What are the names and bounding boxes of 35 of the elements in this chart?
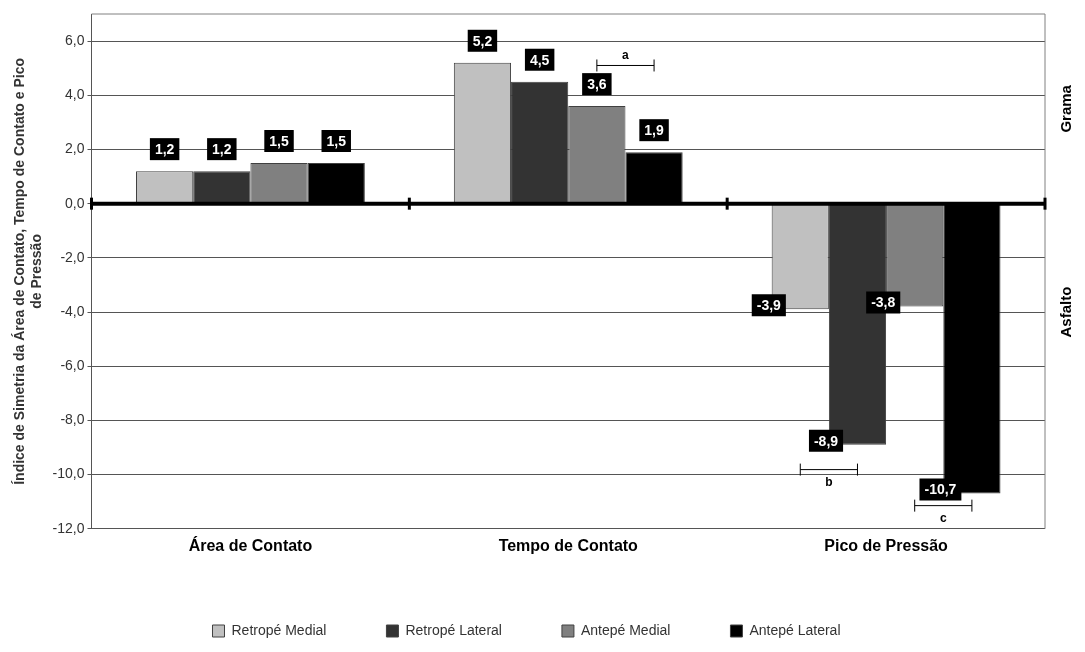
y-tick-label: 2,0 (65, 140, 85, 157)
x-tick-label: Pico de Pressão (824, 536, 949, 554)
legend-label: Antepé Medial (580, 621, 671, 638)
data-label: -10,7 (924, 481, 957, 498)
x-tick-label: Área de Contato (188, 535, 313, 554)
y-tick-label: 0,0 (65, 194, 85, 211)
data-label: 1,5 (269, 132, 289, 149)
text: Asfalto (1057, 286, 1075, 338)
data-label: 5,2 (472, 32, 493, 49)
data-label: 1,2 (154, 141, 175, 158)
legend-label: Antepé Lateral (749, 621, 841, 638)
y-tick-label: -2,0 (60, 248, 85, 265)
data-label: 1,2 (212, 141, 232, 158)
data-label: 1,9 (644, 122, 665, 139)
y-tick-label: 6,0 (65, 31, 85, 48)
data-label: 4,5 (529, 51, 550, 68)
data-label: 3,6 (587, 75, 607, 92)
legend-label: Retropé Lateral (405, 621, 502, 638)
x-tick-label: Tempo de Contato (498, 536, 639, 554)
annotation: a (622, 47, 630, 62)
y-tick-label: -6,0 (60, 357, 85, 374)
y-tick-label: -8,0 (60, 411, 85, 428)
y-tick-label: -10,0 (52, 465, 85, 482)
y-tick-label: 4,0 (65, 86, 85, 103)
annotation: c (939, 510, 947, 525)
data-label: -3,9 (756, 297, 782, 314)
data-label: -8,9 (813, 432, 839, 449)
y-tick-label: -4,0 (60, 302, 85, 319)
text: Grama (1057, 84, 1075, 133)
y-axis-title: Índice de Simetria da Área de Contato, Tempo de Contato e Pico de Pressão (11, 57, 45, 485)
data-label: -3,8 (871, 294, 896, 311)
legend-label: Retropé Medial (231, 621, 327, 638)
data-label: 1,5 (326, 132, 347, 149)
annotation: b (825, 474, 833, 489)
y-tick-label: -12,0 (52, 519, 85, 536)
